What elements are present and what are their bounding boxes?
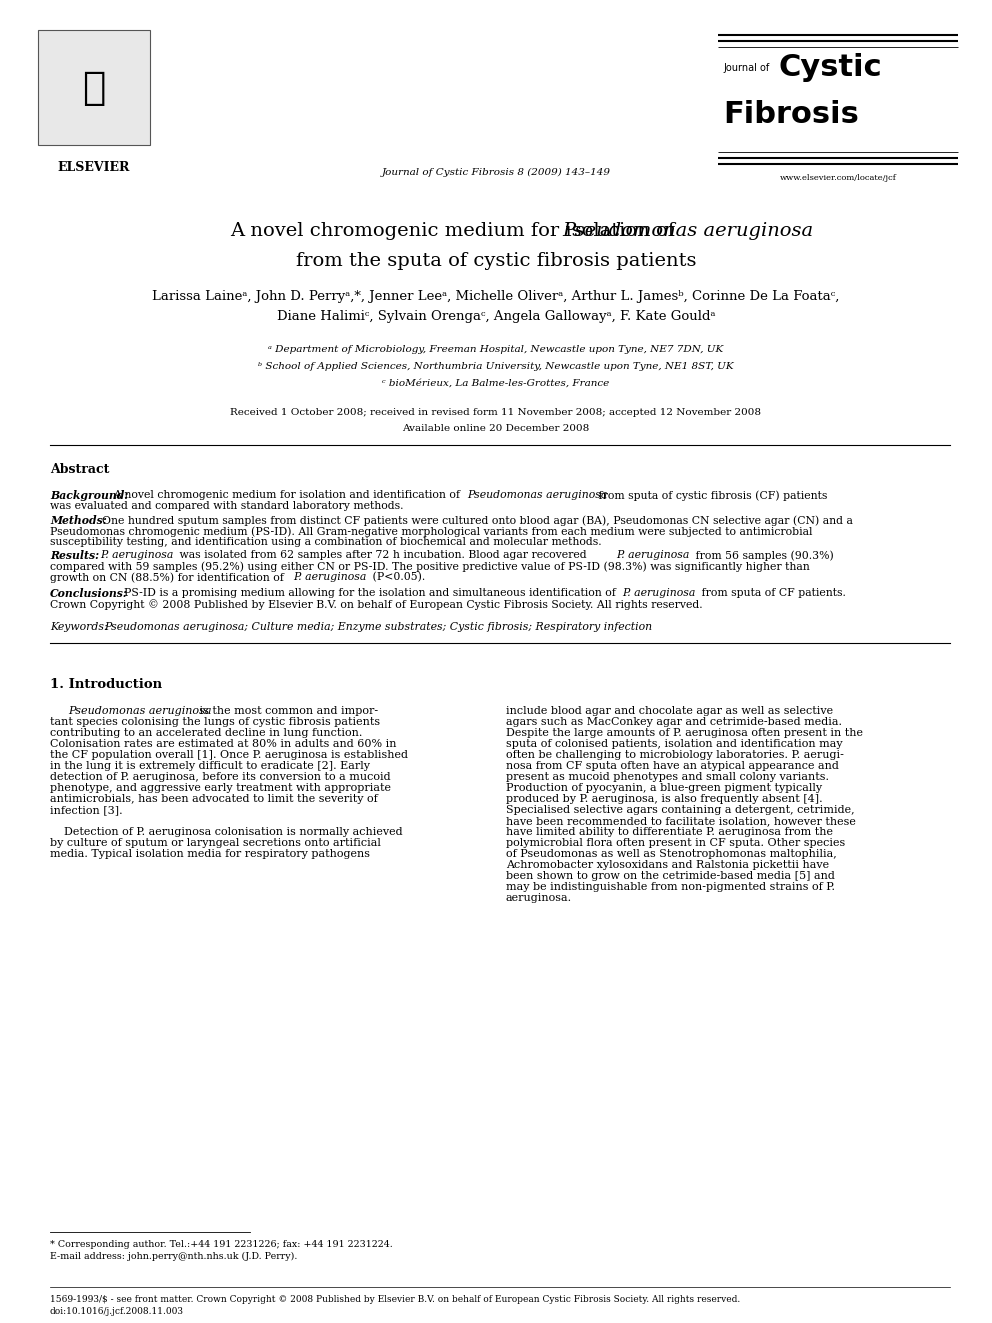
Text: Journal of: Journal of — [723, 64, 769, 73]
Text: of Pseudomonas as well as Stenotrophomonas maltophilia,: of Pseudomonas as well as Stenotrophomon… — [506, 849, 836, 859]
Text: detection of P. aeruginosa, before its conversion to a mucoid: detection of P. aeruginosa, before its c… — [50, 773, 391, 782]
Text: ᵃ Department of Microbiology, Freeman Hospital, Newcastle upon Tyne, NE7 7DN, UK: ᵃ Department of Microbiology, Freeman Ho… — [269, 345, 723, 355]
Text: One hundred sputum samples from distinct CF patients were cultured onto blood ag: One hundred sputum samples from distinct… — [102, 515, 853, 525]
Text: Available online 20 December 2008: Available online 20 December 2008 — [403, 423, 589, 433]
Text: Despite the large amounts of P. aeruginosa often present in the: Despite the large amounts of P. aerugino… — [506, 728, 863, 738]
Text: compared with 59 samples (95.2%) using either CN or PS-ID. The positive predicti: compared with 59 samples (95.2%) using e… — [50, 561, 809, 572]
Text: Keywords:: Keywords: — [50, 622, 107, 632]
Text: polymicrobial flora often present in CF sputa. Other species: polymicrobial flora often present in CF … — [506, 837, 845, 848]
Text: is the most common and impor-: is the most common and impor- — [196, 706, 378, 716]
Text: from 56 samples (90.3%): from 56 samples (90.3%) — [692, 550, 833, 561]
Text: the CF population overall [1]. Once P. aeruginosa is established: the CF population overall [1]. Once P. a… — [50, 750, 408, 759]
Text: Methods:: Methods: — [50, 515, 107, 527]
Text: have limited ability to differentiate P. aeruginosa from the: have limited ability to differentiate P.… — [506, 827, 833, 837]
Text: in the lung it is extremely difficult to eradicate [2]. Early: in the lung it is extremely difficult to… — [50, 761, 370, 771]
Text: P. aeruginosa: P. aeruginosa — [100, 550, 174, 560]
Text: from sputa of cystic fibrosis (CF) patients: from sputa of cystic fibrosis (CF) patie… — [595, 490, 827, 500]
Text: from sputa of CF patients.: from sputa of CF patients. — [698, 587, 846, 598]
Text: present as mucoid phenotypes and small colony variants.: present as mucoid phenotypes and small c… — [506, 773, 829, 782]
Text: Pseudomonas chromogenic medium (PS-ID). All Gram-negative morphological variants: Pseudomonas chromogenic medium (PS-ID). … — [50, 527, 812, 537]
Text: 1. Introduction: 1. Introduction — [50, 677, 162, 691]
Text: susceptibility testing, and identification using a combination of biochemical an: susceptibility testing, and identificati… — [50, 537, 601, 548]
Text: Cystic: Cystic — [778, 53, 882, 82]
Text: Crown Copyright © 2008 Published by Elsevier B.V. on behalf of European Cystic F: Crown Copyright © 2008 Published by Else… — [50, 599, 702, 610]
Text: Background:: Background: — [50, 490, 128, 501]
Text: Larissa Laineᵃ, John D. Perryᵃ,*, Jenner Leeᵃ, Michelle Oliverᵃ, Arthur L. James: Larissa Laineᵃ, John D. Perryᵃ,*, Jenner… — [153, 290, 839, 303]
Text: 1569-1993/$ - see front matter. Crown Copyright © 2008 Published by Elsevier B.V: 1569-1993/$ - see front matter. Crown Co… — [50, 1295, 740, 1304]
Text: Achromobacter xylosoxidans and Ralstonia pickettii have: Achromobacter xylosoxidans and Ralstonia… — [506, 860, 829, 871]
Text: by culture of sputum or laryngeal secretions onto artificial: by culture of sputum or laryngeal secret… — [50, 837, 381, 848]
Text: Pseudomonas aeruginosa: Pseudomonas aeruginosa — [68, 706, 211, 716]
Text: www.elsevier.com/locate/jcf: www.elsevier.com/locate/jcf — [780, 175, 897, 183]
Text: antimicrobials, has been advocated to limit the severity of: antimicrobials, has been advocated to li… — [50, 794, 378, 804]
Text: (P<0.05).: (P<0.05). — [369, 573, 426, 582]
Text: P. aeruginosa: P. aeruginosa — [622, 587, 695, 598]
Text: Pseudomonas aeruginosa; Culture media; Enzyme substrates; Cystic fibrosis; Respi: Pseudomonas aeruginosa; Culture media; E… — [104, 622, 652, 632]
Text: A novel chromogenic medium for isolation and identification of: A novel chromogenic medium for isolation… — [113, 490, 463, 500]
Text: Pseudomonas aeruginosa: Pseudomonas aeruginosa — [562, 222, 813, 239]
Text: Pseudomonas aeruginosa: Pseudomonas aeruginosa — [467, 490, 607, 500]
Text: Conclusions:: Conclusions: — [50, 587, 128, 599]
Text: aeruginosa.: aeruginosa. — [506, 893, 572, 904]
Text: Results:: Results: — [50, 550, 99, 561]
Text: tant species colonising the lungs of cystic fibrosis patients: tant species colonising the lungs of cys… — [50, 717, 380, 728]
Text: sputa of colonised patients, isolation and identification may: sputa of colonised patients, isolation a… — [506, 740, 842, 749]
Text: include blood agar and chocolate agar as well as selective: include blood agar and chocolate agar as… — [506, 706, 833, 716]
Text: contributing to an accelerated decline in lung function.: contributing to an accelerated decline i… — [50, 728, 362, 738]
Text: been shown to grow on the cetrimide-based media [5] and: been shown to grow on the cetrimide-base… — [506, 871, 835, 881]
Text: from the sputa of cystic fibrosis patients: from the sputa of cystic fibrosis patien… — [296, 251, 696, 270]
Text: growth on CN (88.5%) for identification of: growth on CN (88.5%) for identification … — [50, 573, 288, 583]
Text: ELSEVIER: ELSEVIER — [58, 161, 130, 175]
Text: E-mail address: john.perry@nth.nhs.uk (J.D. Perry).: E-mail address: john.perry@nth.nhs.uk (J… — [50, 1252, 298, 1261]
Text: was isolated from 62 samples after 72 h incubation. Blood agar recovered: was isolated from 62 samples after 72 h … — [176, 550, 590, 560]
Text: A novel chromogenic medium for isolation of: A novel chromogenic medium for isolation… — [230, 222, 762, 239]
Text: infection [3].: infection [3]. — [50, 804, 123, 815]
Text: 🌳: 🌳 — [82, 69, 106, 106]
Text: Specialised selective agars containing a detergent, cetrimide,: Specialised selective agars containing a… — [506, 804, 855, 815]
Text: Diane Halimiᶜ, Sylvain Orengaᶜ, Angela Gallowayᵃ, F. Kate Gouldᵃ: Diane Halimiᶜ, Sylvain Orengaᶜ, Angela G… — [277, 310, 715, 323]
Text: often be challenging to microbiology laboratories. P. aerugi-: often be challenging to microbiology lab… — [506, 750, 844, 759]
Text: Detection of P. aeruginosa colonisation is normally achieved: Detection of P. aeruginosa colonisation … — [50, 827, 403, 837]
Text: may be indistinguishable from non-pigmented strains of P.: may be indistinguishable from non-pigmen… — [506, 882, 835, 892]
Text: media. Typical isolation media for respiratory pathogens: media. Typical isolation media for respi… — [50, 849, 370, 859]
Bar — [38, 30, 150, 146]
Text: * Corresponding author. Tel.:+44 191 2231226; fax: +44 191 2231224.: * Corresponding author. Tel.:+44 191 223… — [50, 1240, 393, 1249]
Text: PS-ID is a promising medium allowing for the isolation and simultaneous identifi: PS-ID is a promising medium allowing for… — [124, 587, 619, 598]
Text: Abstract: Abstract — [50, 463, 109, 476]
Text: ᶜ bioMérieux, La Balme-les-Grottes, France: ᶜ bioMérieux, La Balme-les-Grottes, Fran… — [382, 378, 610, 388]
Text: phenotype, and aggressive early treatment with appropriate: phenotype, and aggressive early treatmen… — [50, 783, 391, 792]
Text: nosa from CF sputa often have an atypical appearance and: nosa from CF sputa often have an atypica… — [506, 761, 839, 771]
Text: Fibrosis: Fibrosis — [723, 101, 859, 130]
Text: Received 1 October 2008; received in revised form 11 November 2008; accepted 12 : Received 1 October 2008; received in rev… — [230, 407, 762, 417]
Text: P. aeruginosa: P. aeruginosa — [293, 573, 366, 582]
Text: doi:10.1016/j.jcf.2008.11.003: doi:10.1016/j.jcf.2008.11.003 — [50, 1307, 184, 1316]
Text: agars such as MacConkey agar and cetrimide-based media.: agars such as MacConkey agar and cetrimi… — [506, 717, 842, 728]
Text: was evaluated and compared with standard laboratory methods.: was evaluated and compared with standard… — [50, 501, 404, 511]
Text: Production of pyocyanin, a blue-green pigment typically: Production of pyocyanin, a blue-green pi… — [506, 783, 822, 792]
Text: Colonisation rates are estimated at 80% in adults and 60% in: Colonisation rates are estimated at 80% … — [50, 740, 397, 749]
Text: Journal of Cystic Fibrosis 8 (2009) 143–149: Journal of Cystic Fibrosis 8 (2009) 143–… — [382, 168, 610, 176]
Text: produced by P. aeruginosa, is also frequently absent [4].: produced by P. aeruginosa, is also frequ… — [506, 794, 822, 804]
Text: P. aeruginosa: P. aeruginosa — [616, 550, 689, 560]
Text: have been recommended to facilitate isolation, however these: have been recommended to facilitate isol… — [506, 816, 856, 826]
Text: ᵇ School of Applied Sciences, Northumbria University, Newcastle upon Tyne, NE1 8: ᵇ School of Applied Sciences, Northumbri… — [258, 363, 734, 370]
